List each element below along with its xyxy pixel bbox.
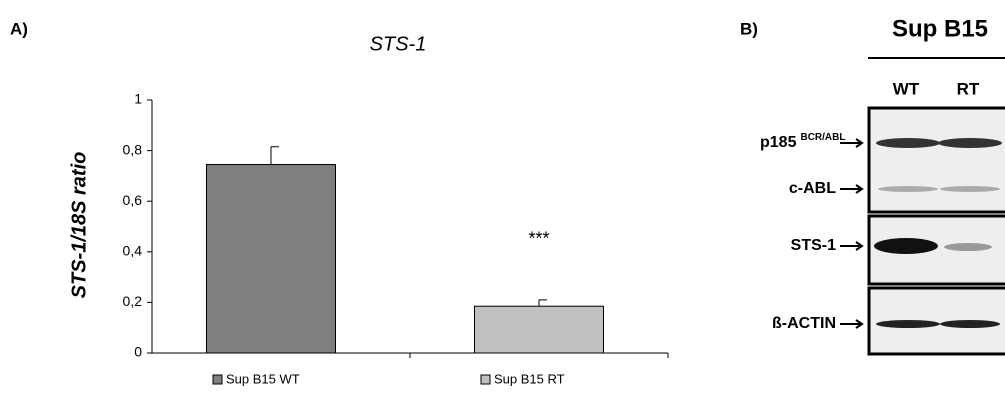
y-tick-label: 0,6 (123, 192, 143, 208)
bar (475, 306, 604, 353)
panel-label: A) (10, 19, 28, 38)
chart-title: STS-1 (370, 33, 427, 55)
y-tick-label: 0,8 (123, 141, 143, 157)
y-tick-label: 0,4 (123, 243, 143, 259)
blot-panel (869, 108, 1005, 212)
marker-label: STS-1 (791, 237, 836, 254)
bar (207, 165, 336, 353)
annotation: *** (528, 229, 549, 249)
legend-swatch (213, 375, 222, 384)
marker-label: ß-ACTIN (772, 315, 836, 332)
figure: A) STS-1 STS-1/18S ratio B) Sup B15 WT R… (0, 0, 1005, 394)
y-tick-label: 0 (134, 344, 142, 360)
lane-label: RT (957, 79, 980, 98)
legend-label: Sup B15 WT (226, 371, 300, 386)
panel-label: B) (740, 19, 758, 38)
error-bar (539, 300, 547, 306)
band (878, 186, 938, 192)
y-axis-label: STS-1/18S ratio (68, 152, 90, 299)
band (940, 320, 1000, 328)
band (940, 186, 1000, 192)
band (874, 238, 938, 254)
band (944, 243, 992, 251)
band (876, 138, 940, 148)
arrows (840, 139, 862, 328)
y-tick-label: 0,2 (123, 293, 143, 309)
error-bar (271, 147, 279, 165)
marker-label: c-ABL (789, 180, 836, 197)
y-tick-label: 1 (134, 91, 142, 107)
legend-label: Sup B15 RT (494, 371, 565, 386)
band (876, 320, 940, 328)
lane-label: WT (893, 79, 920, 98)
band (938, 138, 1002, 148)
blot-title: Sup B15 (892, 15, 988, 42)
legend-swatch (481, 375, 490, 384)
